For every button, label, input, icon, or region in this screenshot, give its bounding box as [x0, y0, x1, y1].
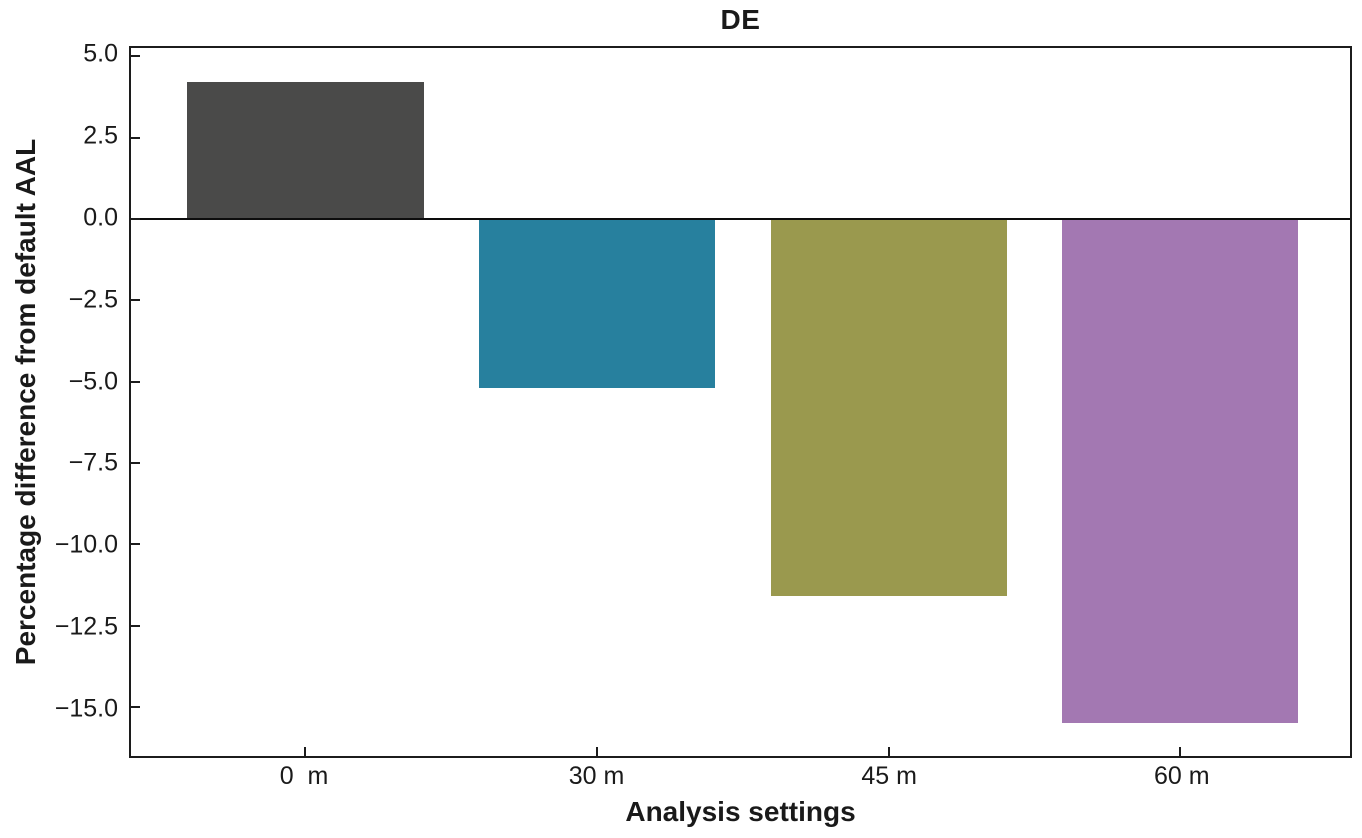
x-tick-mark: [304, 747, 307, 756]
x-tick-mark: [1179, 747, 1182, 756]
y-tick-label: −7.5: [68, 448, 118, 477]
chart-title: DE: [720, 4, 761, 35]
x-tick-label: 45 m: [861, 762, 917, 790]
y-tick-label: −12.5: [54, 612, 118, 641]
x-axis-label: Analysis settings: [625, 796, 856, 827]
x-tick-label: 60 m: [1153, 762, 1210, 790]
y-tick-label: −2.5: [68, 285, 118, 314]
y-tick-mark: [131, 136, 140, 139]
y-tick-mark: [131, 380, 140, 383]
y-tick-label-column: 5.0 2.5 0.0 −2.5 −5.0 −7.5 −10.0 −12.5 −15.0: [0, 40, 129, 758]
y-tick-mark: [131, 299, 140, 302]
y-tick-mark: [131, 706, 140, 709]
y-tick-label: 0.0: [83, 203, 118, 232]
y-tick-mark: [131, 217, 140, 220]
y-tick-mark: [131, 55, 140, 58]
x-tick-label: 0 m: [279, 762, 329, 790]
y-tick-label: 2.5: [83, 121, 118, 150]
x-tick-label-row: 0 m 30 m 45 m 60 m: [129, 762, 1352, 794]
bar-60-m: [1062, 218, 1299, 724]
x-tick-label: 30 m: [568, 762, 625, 790]
y-tick-mark: [131, 624, 140, 627]
x-tick-mark: [596, 747, 599, 756]
plot-area: [129, 46, 1352, 758]
y-tick-mark: [131, 543, 140, 546]
y-tick-label: −5.0: [68, 367, 118, 396]
bar-30-m: [478, 218, 716, 389]
y-tick-label: −15.0: [54, 694, 118, 723]
x-tick-mark: [887, 747, 890, 756]
y-tick-mark: [131, 462, 140, 465]
bar-45-m: [770, 218, 1007, 597]
y-tick-label: −10.0: [54, 530, 118, 559]
zero-baseline: [131, 217, 1350, 220]
y-tick-label: 5.0: [83, 39, 118, 68]
bar-0-m: [187, 82, 424, 219]
